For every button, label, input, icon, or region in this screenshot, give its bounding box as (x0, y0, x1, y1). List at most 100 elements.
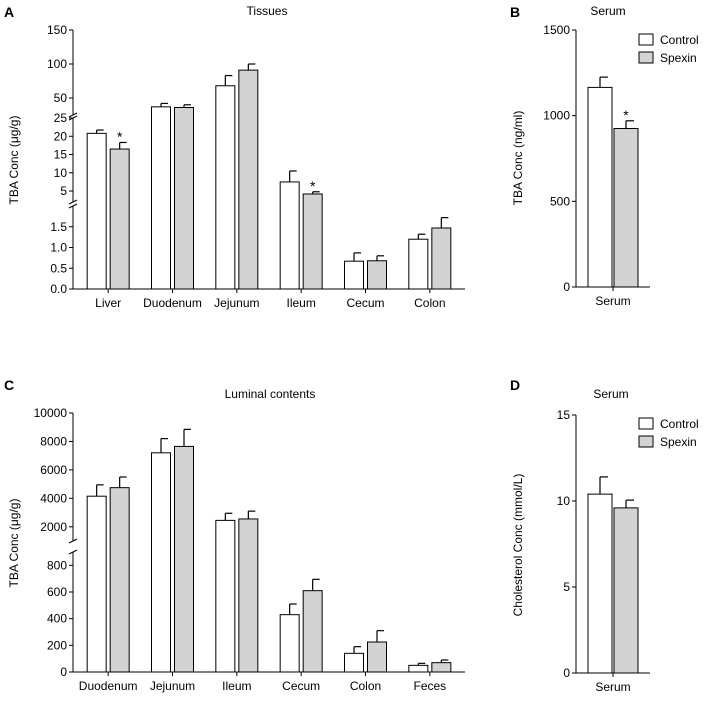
panel-a-title: Tissues (247, 4, 288, 18)
panel-label-c: C (4, 377, 14, 393)
y-tick-label: 5 (563, 580, 570, 594)
bar-spexin (431, 662, 452, 673)
x-tick-label: Cecum (282, 679, 320, 693)
y-tick-label: 15 (557, 408, 571, 422)
legend-spexin-swatch (638, 435, 654, 448)
bar-control (151, 106, 171, 290)
y-tick-label: 600 (47, 585, 67, 599)
bar-control (279, 614, 300, 673)
y-tick-label: 1000 (543, 109, 570, 123)
y-tick-label: 6000 (40, 463, 67, 477)
bar-spexin (613, 507, 639, 674)
y-tick-label: 50 (54, 91, 68, 105)
significance-asterisk: * (623, 107, 629, 123)
y-tick-label: 2000 (40, 520, 67, 534)
significance-asterisk: * (310, 178, 316, 194)
y-tick-label: 0.0 (50, 282, 67, 296)
bar-control (408, 664, 429, 673)
bar-spexin (431, 227, 452, 290)
bar-spexin (109, 487, 130, 673)
bar-control (279, 181, 300, 290)
bar-spexin (302, 193, 323, 290)
bar-control (86, 132, 107, 290)
bar-control (215, 85, 236, 290)
x-tick-label: Cecum (346, 296, 384, 310)
y-tick-label: 0 (60, 665, 67, 679)
panel-c-ylabel: TBA Conc (μg/g) (7, 499, 21, 588)
x-tick-label: Serum (595, 294, 630, 308)
bar-spexin (367, 260, 387, 290)
bar-control (587, 493, 613, 674)
y-tick-label: 20 (54, 129, 68, 143)
legend-bottom: Control Spexin (638, 417, 699, 449)
bar-spexin (302, 590, 323, 673)
y-tick-label: 400 (47, 612, 67, 626)
bar-control (408, 238, 429, 290)
bar-spexin (238, 69, 259, 290)
legend-control-swatch (638, 33, 654, 46)
panel-c-title: Luminal contents (225, 387, 316, 401)
y-tick-label: 200 (47, 638, 67, 652)
axis-break-mark (68, 199, 78, 205)
legend-spexin-label: Spexin (660, 435, 697, 449)
bar-control (587, 86, 613, 288)
y-tick-label: 150 (47, 23, 67, 37)
bar-control (344, 652, 364, 673)
bar-control (344, 260, 364, 290)
x-tick-label: Colon (414, 296, 445, 310)
y-tick-label: 1.0 (50, 241, 67, 255)
y-tick-label: 25 (54, 111, 68, 125)
x-tick-label: Jejunum (214, 296, 259, 310)
significance-asterisk: * (117, 128, 123, 144)
panel-b-title: Serum (590, 4, 625, 18)
y-tick-label: 1.5 (50, 220, 67, 234)
legend-control-swatch (638, 417, 654, 430)
bar-spexin (174, 107, 194, 290)
y-tick-label: 10 (54, 166, 68, 180)
panel-label-d: D (510, 377, 520, 393)
legend-top: Control Spexin (638, 33, 699, 65)
axis-break-mark (68, 538, 78, 544)
x-tick-label: Feces (413, 679, 446, 693)
y-tick-label: 8000 (40, 434, 67, 448)
y-tick-label: 5 (60, 184, 67, 198)
legend-spexin-swatch (638, 51, 654, 64)
axis-break-mark (68, 203, 78, 209)
y-tick-label: 1500 (543, 23, 570, 37)
y-tick-label: 0.5 (50, 261, 67, 275)
panel-b-ylabel: TBA Conc (ng/ml) (511, 111, 525, 206)
panel-label-b: B (510, 4, 520, 20)
bar-spexin (174, 445, 194, 673)
x-tick-label: Duodenum (79, 679, 138, 693)
x-tick-label: Serum (595, 680, 630, 694)
y-tick-label: 0 (563, 666, 570, 680)
panel-label-a: A (4, 4, 14, 20)
x-tick-label: Colon (350, 679, 381, 693)
bar-control (215, 519, 236, 673)
y-tick-label: 800 (47, 558, 67, 572)
y-tick-label: 10000 (34, 406, 68, 420)
x-tick-label: Jejunum (150, 679, 195, 693)
x-tick-label: Ileum (222, 679, 251, 693)
legend-spexin-label: Spexin (660, 51, 697, 65)
x-tick-label: Duodenum (143, 296, 202, 310)
y-tick-label: 0 (563, 280, 570, 294)
bar-spexin (613, 128, 639, 288)
axis-break-mark (68, 112, 78, 118)
legend-control-label: Control (660, 33, 699, 47)
panel-d-title: Serum (593, 387, 628, 401)
bar-spexin (109, 148, 130, 290)
y-tick-label: 4000 (40, 491, 67, 505)
y-tick-label: 15 (54, 148, 68, 162)
panel-d-ylabel: Cholesterol Conc (mmol/L) (511, 474, 525, 617)
x-tick-label: Ileum (286, 296, 315, 310)
y-tick-label: 100 (47, 57, 67, 71)
bar-control (86, 495, 107, 673)
bar-spexin (367, 641, 387, 673)
y-tick-label: 10 (557, 494, 571, 508)
bar-spexin (238, 518, 259, 673)
y-tick-label: 500 (550, 194, 570, 208)
bar-control (151, 452, 171, 673)
